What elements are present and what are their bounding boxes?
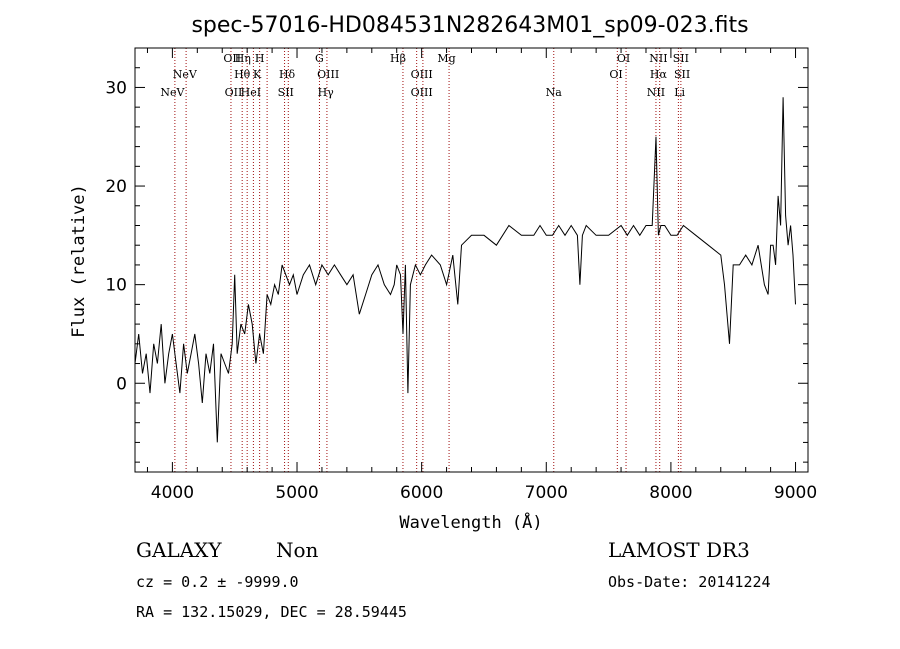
spectrum-line	[135, 97, 796, 442]
plot-frame	[135, 48, 808, 472]
x-tick-label: 8000	[649, 483, 692, 503]
line-label: OI	[609, 68, 622, 81]
line-label: NII	[649, 52, 667, 65]
line-label: Hα	[650, 68, 668, 81]
object-subclass: Non	[276, 538, 318, 562]
line-label: SII	[674, 68, 690, 81]
spectrum-series	[135, 97, 796, 442]
x-tick-label: 6000	[400, 483, 443, 503]
line-label: G	[315, 52, 324, 65]
spectrum-chart: spec-57016-HD084531N282643M01_sp09-023.f…	[0, 0, 900, 649]
axes: 4000 5000 6000 7000 8000 9000 0 10 20 30	[105, 48, 817, 503]
chart-title: spec-57016-HD084531N282643M01_sp09-023.f…	[191, 13, 748, 38]
line-label: OII	[225, 86, 243, 99]
line-label: H	[255, 52, 265, 65]
x-tick-label: 7000	[525, 483, 568, 503]
line-label: Li	[674, 86, 685, 99]
object-class: GALAXY	[136, 538, 222, 562]
line-label: Hδ	[279, 68, 296, 81]
line-label: NeV	[160, 86, 185, 99]
y-tick-label: 0	[116, 374, 127, 394]
line-label: NII	[647, 86, 665, 99]
line-label: OIII	[411, 86, 433, 99]
line-label: SII	[278, 86, 294, 99]
line-label: Hη	[235, 52, 251, 65]
line-label: HeI	[241, 86, 261, 99]
line-label: K	[253, 68, 262, 81]
x-tick-label: 9000	[774, 483, 817, 503]
line-label: SII	[673, 52, 689, 65]
line-label: OIII	[317, 68, 339, 81]
line-label: Hβ	[390, 52, 406, 65]
line-label: Hθ	[234, 68, 251, 81]
y-tick-label: 20	[105, 177, 127, 197]
x-tick-label: 5000	[275, 483, 318, 503]
line-markers	[175, 48, 681, 472]
y-tick-label: 30	[105, 78, 127, 98]
survey-name: LAMOST DR3	[608, 538, 750, 562]
line-label: Na	[546, 86, 563, 99]
x-tick-label: 4000	[151, 483, 194, 503]
obs-date: Obs-Date: 20141224	[608, 573, 771, 591]
line-label: Mg	[437, 52, 455, 65]
line-label: OIII	[411, 68, 433, 81]
x-axis-label: Wavelength (Å)	[399, 511, 542, 533]
line-label: NeV	[173, 68, 198, 81]
coordinates-text: RA = 132.15029, DEC = 28.59445	[136, 603, 407, 621]
y-axis-label: Flux (relative)	[69, 184, 89, 338]
line-label: OI	[617, 52, 630, 65]
line-labels: OII Hη H G Hβ Mg OI NII SII NeV Hθ K Hδ OIII OIII OI Hα S…	[160, 52, 690, 99]
line-label: Hγ	[318, 86, 335, 99]
y-tick-label: 10	[105, 276, 127, 296]
redshift-text: cz = 0.2 ± -9999.0	[136, 573, 299, 591]
